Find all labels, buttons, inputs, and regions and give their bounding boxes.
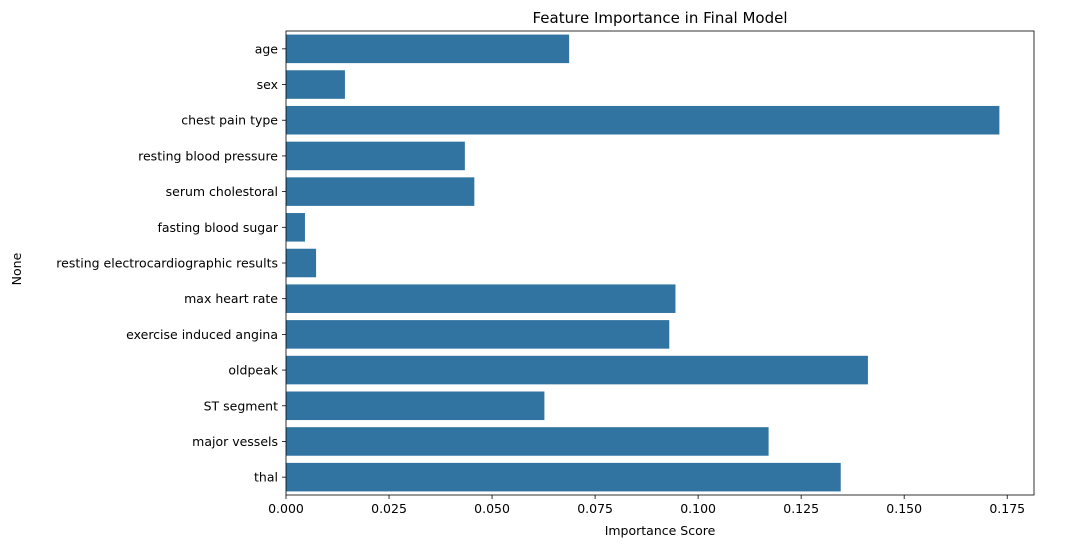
y-tick-label: thal [254, 470, 278, 485]
y-tick-label: fasting blood sugar [157, 220, 278, 235]
chart-title: Feature Importance in Final Model [533, 9, 788, 27]
y-tick-label: sex [257, 77, 278, 92]
bars-group [286, 34, 1000, 492]
y-tick-label: age [255, 41, 279, 56]
bar [286, 105, 1000, 135]
x-tick-label: 0.100 [680, 501, 716, 516]
x-tick-label: 0.125 [783, 501, 819, 516]
y-axis-label: None [9, 252, 24, 285]
y-tick-label: chest pain type [181, 113, 278, 128]
bar [286, 34, 570, 64]
y-axis-ticks: age sex chest pain type resting blood pres… [56, 41, 286, 485]
bar [286, 462, 841, 492]
x-tick-label: 0.000 [268, 501, 304, 516]
y-tick-label: resting electrocardiographic results [56, 256, 278, 271]
bar [286, 248, 317, 278]
y-tick-label: oldpeak [228, 363, 278, 378]
x-tick-label: 0.050 [474, 501, 510, 516]
x-tick-label: 0.150 [886, 501, 922, 516]
bar [286, 177, 475, 206]
x-tick-label: 0.175 [989, 501, 1025, 516]
y-tick-label: exercise induced angina [126, 327, 278, 342]
x-tick-label: 0.075 [577, 501, 613, 516]
bar [286, 391, 545, 421]
bar [286, 141, 465, 171]
y-tick-label: max heart rate [184, 291, 278, 306]
x-axis-label: Importance Score [605, 523, 716, 538]
y-tick-label: serum cholestoral [166, 184, 278, 199]
bar [286, 355, 868, 385]
y-tick-label: ST segment [204, 398, 278, 413]
bar [286, 284, 676, 313]
x-tick-label: 0.025 [371, 501, 407, 516]
x-axis-ticks: 0.000 0.025 0.050 0.075 0.100 0.125 0.150 0.175 [268, 495, 1025, 516]
plot-frame [285, 30, 1035, 496]
bar [286, 70, 345, 99]
y-tick-label: resting blood pressure [138, 148, 278, 163]
bar [286, 320, 670, 349]
bar [286, 427, 769, 456]
bar [286, 213, 305, 242]
y-tick-label: major vessels [192, 434, 278, 449]
